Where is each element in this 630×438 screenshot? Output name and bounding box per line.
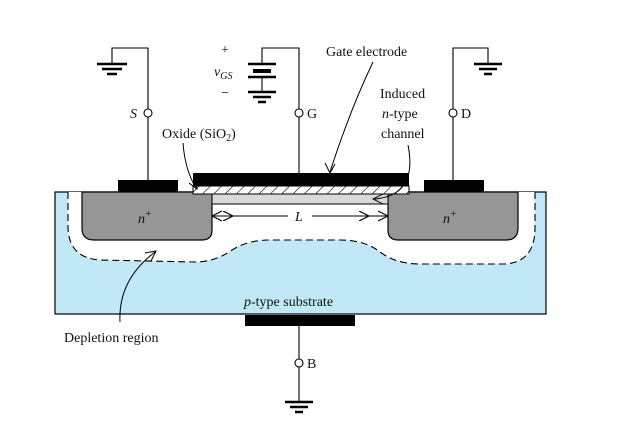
leader-lines [119, 61, 411, 323]
vgs-minus-sign: − [221, 86, 229, 101]
vgs-label: vGS [214, 65, 232, 82]
gate-ground-icon [248, 90, 276, 104]
n-plus-source-region [81, 191, 213, 241]
drain-ground-icon [474, 62, 502, 76]
oxide-hatch [193, 186, 409, 194]
drain-label: D [461, 107, 471, 122]
channel-length-label: L [294, 210, 303, 225]
body-ground-icon [285, 400, 313, 414]
body-label: B [307, 357, 316, 372]
source-contact [118, 180, 178, 192]
drain-contact [424, 180, 484, 192]
oxide-label: Oxide (SiO2) [162, 127, 236, 144]
substrate-label: p-type substrate [243, 295, 333, 310]
induced-label-line1: Induced [380, 87, 425, 102]
gate-electrode [193, 173, 409, 186]
channel-length-arrow [210, 210, 390, 222]
depletion-region-boundary [67, 192, 536, 265]
gate-label: G [307, 107, 317, 122]
depletion-region-label: Depletion region [64, 331, 158, 346]
gate-wire [261, 47, 304, 173]
body-wire [294, 326, 304, 402]
induced-label-line3: channel [381, 127, 425, 142]
source-label: S [130, 107, 137, 122]
vgs-battery-icon [248, 62, 276, 79]
drain-wire [448, 47, 489, 180]
n-plus-drain-region [387, 191, 519, 241]
gate-electrode-label: Gate electrode [326, 45, 407, 60]
source-wire [111, 47, 153, 180]
induced-label-line2: n-type [382, 107, 418, 122]
source-ground-icon [97, 62, 127, 76]
vgs-plus-sign: + [221, 43, 229, 58]
n-plus-source-label: n+ [138, 209, 152, 227]
n-plus-drain-label: n+ [443, 209, 457, 227]
body-contact [245, 315, 355, 326]
